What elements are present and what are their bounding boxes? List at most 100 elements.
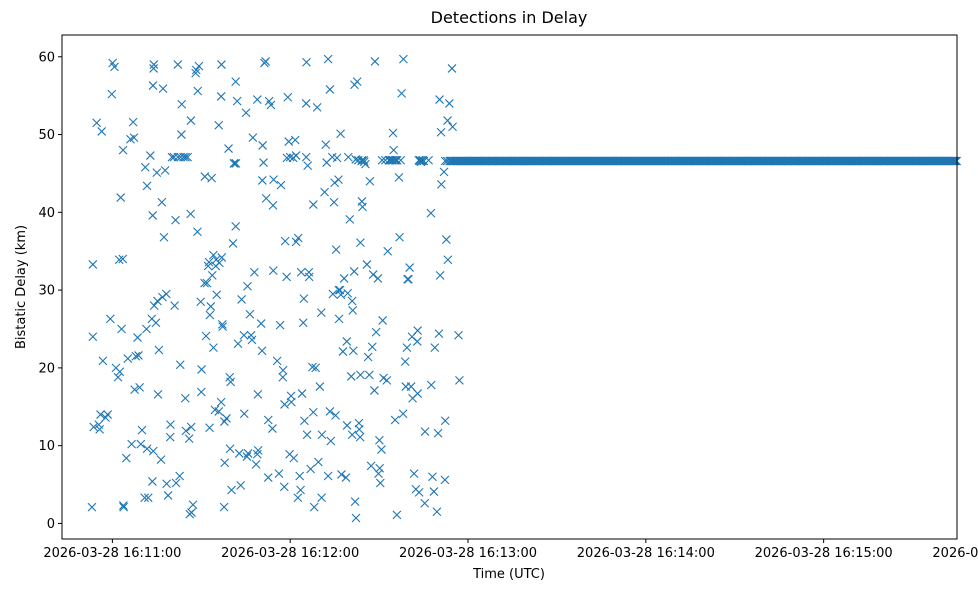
data-point [317,430,327,440]
data-point [118,254,128,264]
data-point [382,375,392,385]
data-point [402,343,412,353]
data-point [196,297,206,307]
data-point [248,133,258,143]
data-point [312,102,322,112]
data-point [331,410,340,420]
data-point [282,153,292,163]
data-point [161,289,171,299]
data-point [142,444,152,454]
data-point [269,175,278,185]
data-point [356,238,365,248]
data-point [98,356,108,366]
data-point [194,61,204,71]
data-point [247,335,257,345]
data-point [153,296,162,306]
data-point [367,342,377,352]
data-point [206,302,216,311]
data-point [259,158,268,167]
data-point [354,424,364,434]
data-point [316,308,326,318]
data-point [296,485,305,495]
data-point [127,439,137,449]
data-point [114,255,124,265]
data-point [308,200,318,209]
data-point [323,54,333,64]
data-point [441,235,451,244]
data-point [163,491,173,500]
data-point [339,274,349,283]
data-point [256,319,266,328]
data-point [278,365,288,375]
data-point [362,260,372,269]
data-point [181,152,190,162]
data-point [429,487,439,496]
data-point [302,57,311,67]
data-point [118,501,128,510]
data-point [298,318,308,328]
data-point [290,135,300,145]
x-tick-label: 2026-03-28 16:14:00 [577,546,715,561]
data-point [341,473,351,482]
data-point [388,128,398,138]
data-point [347,296,357,306]
data-point [171,215,180,225]
data-point [364,370,374,380]
data-point [149,60,159,69]
data-point [443,255,453,265]
data-point [183,152,193,162]
data-point [432,507,442,517]
data-point [286,397,296,407]
data-point [414,487,424,497]
data-point [202,278,212,288]
data-point [285,152,295,162]
y-tick-label: 30 [38,284,55,299]
data-point [173,60,183,69]
data-point [449,156,458,166]
data-point [88,332,98,342]
data-point [442,156,452,166]
data-point [148,81,158,90]
data-point [439,167,449,177]
data-point [455,375,464,385]
data-point [130,385,139,395]
data-point [231,221,241,231]
data-point [331,245,341,255]
y-tick-label: 40 [38,206,55,221]
data-point [87,502,97,512]
data-point [420,498,430,508]
data-point [204,257,214,267]
data-point [261,57,270,66]
data-point [209,250,218,260]
data-point [297,389,307,398]
data-point [348,305,358,315]
data-point [334,175,343,185]
data-point [117,324,126,334]
data-point [358,202,367,212]
data-point [325,407,335,416]
data-point [355,432,365,442]
data-point [440,416,450,426]
data-point [377,155,387,165]
data-point [409,469,419,479]
data-point [295,471,305,481]
data-point [436,179,446,189]
data-point [373,274,383,283]
data-point [394,172,404,182]
data-point [371,327,381,337]
y-axis: 0 10 20 30 40 50 60 [38,50,62,532]
data-point [389,145,399,155]
data-point [448,122,457,132]
data-point [363,352,373,362]
x-tick-label: 2026-03-28 16:12:00 [221,546,359,561]
y-tick-label: 0 [47,517,55,532]
data-point [328,289,338,299]
data-point [388,155,398,165]
data-point [148,446,158,456]
data-point [136,439,146,449]
data-point [231,77,241,87]
data-point [342,421,352,430]
data-point [170,301,180,311]
data-point [162,479,172,489]
data-point [433,428,443,438]
